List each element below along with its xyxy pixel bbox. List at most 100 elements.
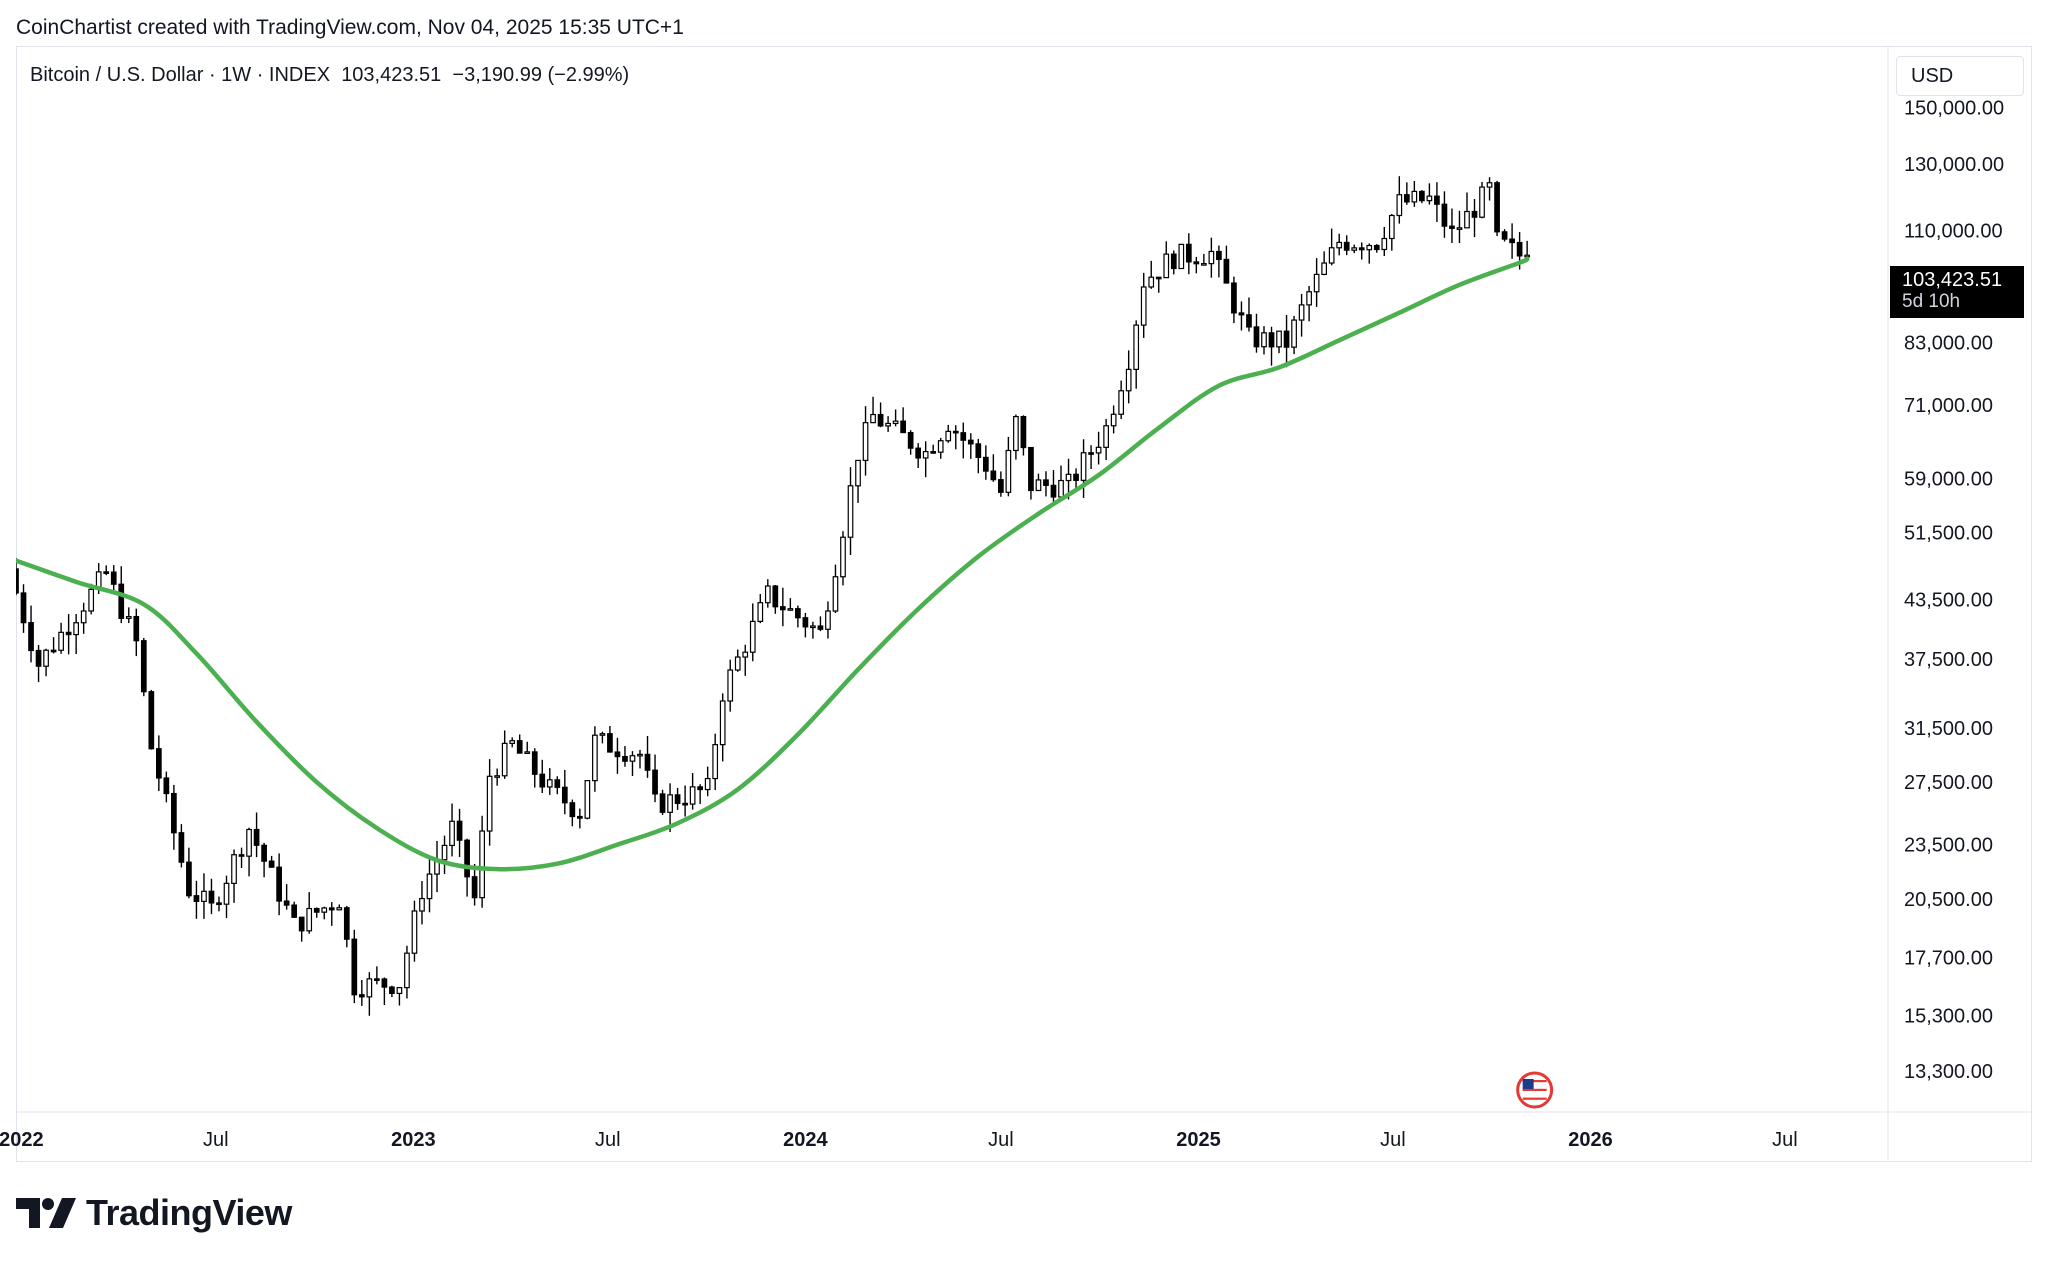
candle-body (65, 631, 72, 636)
candle (975, 438, 982, 474)
candle (276, 853, 282, 916)
candle (404, 945, 410, 999)
candle-body (509, 740, 516, 744)
candle-body (667, 794, 673, 813)
candle-body (88, 588, 95, 612)
candle-body (1065, 473, 1072, 482)
candle (321, 906, 328, 920)
candle (719, 693, 726, 762)
candle-body (622, 755, 628, 762)
candle-body (28, 622, 34, 652)
candle (1261, 326, 1267, 355)
y-tick-label: 27,500.00 (1904, 772, 1993, 794)
tradingview-brand[interactable]: TradingView (16, 1192, 292, 1234)
candle-body (494, 775, 501, 778)
candle (1050, 470, 1057, 506)
candle-body (1155, 276, 1162, 280)
candle (516, 734, 523, 754)
candle (832, 564, 839, 614)
candle-body (1118, 390, 1125, 415)
candle (1223, 245, 1230, 284)
currency-button[interactable]: USD (1896, 56, 2024, 96)
candle (1231, 276, 1237, 324)
candle-body (787, 608, 794, 611)
candle (16, 557, 19, 596)
candle (171, 784, 177, 850)
candle-body (73, 622, 80, 636)
symbol-legend: Bitcoin / U.S. Dollar · 1W · INDEX 103,4… (30, 64, 629, 87)
candle (1426, 183, 1433, 205)
x-tick-label: Jul (988, 1129, 1014, 1151)
candle-body (1193, 261, 1200, 265)
candle-body (1200, 263, 1207, 266)
candle (1479, 181, 1485, 219)
candle-body (1396, 194, 1403, 217)
candle (148, 689, 155, 750)
candle-body (313, 907, 320, 913)
y-tick-label: 31,500.00 (1904, 718, 1993, 740)
candle-body (945, 430, 952, 442)
candle-body (1073, 473, 1079, 481)
candle-body (990, 470, 997, 481)
candle (1080, 439, 1087, 498)
candle-body (795, 608, 801, 619)
last-price: 103,423.51 (341, 64, 442, 86)
candle-body (389, 986, 395, 995)
candle-body (1133, 324, 1140, 370)
candle-body (1464, 210, 1470, 229)
candle-body (1456, 227, 1463, 230)
candle (576, 808, 583, 829)
candle (1336, 233, 1343, 256)
candle-body (1223, 258, 1230, 284)
candle (674, 787, 681, 810)
candle (1381, 226, 1388, 257)
candle-body (1298, 304, 1305, 321)
candle-body (644, 753, 651, 771)
x-tick-label: 2024 (783, 1129, 828, 1151)
candle-body (283, 900, 290, 906)
candle-body (637, 753, 643, 757)
candle-body (967, 439, 974, 445)
candle-body (351, 938, 358, 996)
candle (1396, 176, 1403, 224)
candle-body (1140, 286, 1147, 326)
candle-body (1035, 479, 1042, 492)
candle-body (1441, 203, 1448, 227)
candle (825, 601, 831, 639)
candle (479, 815, 485, 908)
candles (16, 176, 1530, 1016)
candle-body (231, 854, 237, 884)
us-event-flag-icon[interactable] (1516, 1071, 1554, 1109)
candle-body (276, 866, 282, 902)
candle (1449, 208, 1455, 243)
candle (366, 972, 373, 1016)
candle (216, 896, 222, 912)
candle (73, 614, 80, 655)
candle-body (1185, 243, 1192, 263)
candle-body (1283, 330, 1290, 348)
candle-body (1373, 244, 1380, 251)
candle (779, 587, 786, 627)
candle-body (1028, 446, 1034, 492)
candle-body (1178, 243, 1185, 270)
candle (88, 583, 95, 615)
candle (441, 835, 448, 874)
candle-body (975, 443, 982, 459)
candle (1268, 326, 1275, 366)
candle (456, 808, 463, 858)
candle-body (1328, 247, 1335, 264)
candle (1035, 473, 1042, 492)
candle (246, 827, 252, 877)
candle (1486, 177, 1493, 201)
chart-frame[interactable] (16, 46, 2032, 1162)
candle-body (1494, 182, 1500, 233)
y-tick-label: 83,000.00 (1904, 333, 1993, 355)
candle (343, 906, 350, 948)
candle-body (907, 431, 914, 449)
candle-body (1426, 195, 1433, 202)
candle (659, 789, 666, 815)
candle-body (802, 617, 809, 628)
candle (80, 602, 87, 634)
candle (291, 901, 298, 918)
